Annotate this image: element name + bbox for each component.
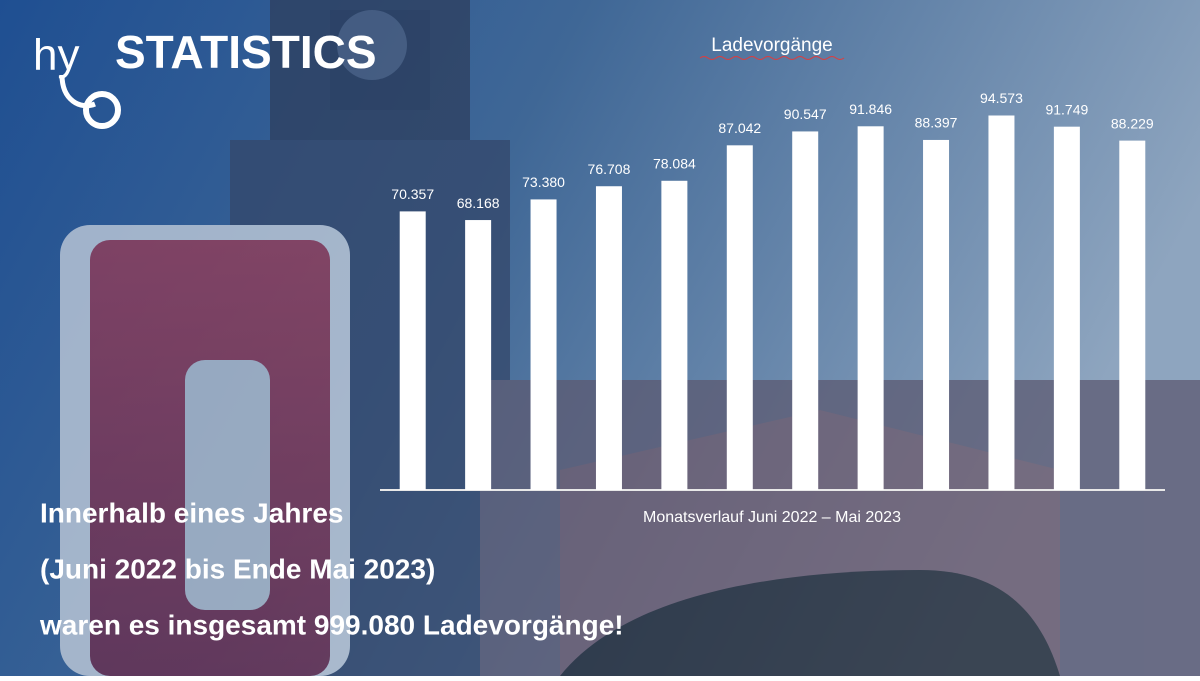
value-label: 68.168 <box>457 195 500 211</box>
value-label: 94.573 <box>980 90 1023 106</box>
logo: hy STATISTICS <box>33 26 377 129</box>
value-label: 88.229 <box>1111 115 1154 131</box>
value-label: 76.708 <box>588 161 631 177</box>
bar <box>530 199 557 490</box>
value-label: 88.397 <box>915 115 958 131</box>
value-label: 87.042 <box>718 120 761 136</box>
bar <box>857 126 884 490</box>
bar <box>988 115 1015 491</box>
value-label: 73.380 <box>522 174 565 190</box>
logo-prefix: hy <box>33 31 79 80</box>
value-label: 70.357 <box>391 186 434 202</box>
logo-name: STATISTICS <box>115 26 377 78</box>
spellcheck-underline <box>699 56 845 60</box>
bar <box>661 180 688 490</box>
x-axis-label: Monatsverlauf Juni 2022 – Mai 2023 <box>643 509 901 526</box>
value-label: 91.846 <box>849 101 892 117</box>
value-label: 90.547 <box>784 106 827 122</box>
headline: (Juni 2022 bis Ende Mai 2023) <box>40 553 435 584</box>
bar <box>465 220 492 490</box>
value-label: 78.084 <box>653 155 696 171</box>
bar <box>595 186 622 490</box>
headline: waren es insgesamt 999.080 Ladevorgänge! <box>39 609 624 640</box>
bar <box>923 139 950 490</box>
chart-title: Ladevorgänge <box>711 35 833 56</box>
bar <box>1053 126 1080 491</box>
headline: Innerhalb eines Jahres <box>40 497 343 528</box>
bar <box>792 131 819 490</box>
bar <box>726 145 753 491</box>
bar <box>1119 140 1146 490</box>
bar <box>399 211 426 490</box>
value-label: 91.749 <box>1045 101 1088 117</box>
